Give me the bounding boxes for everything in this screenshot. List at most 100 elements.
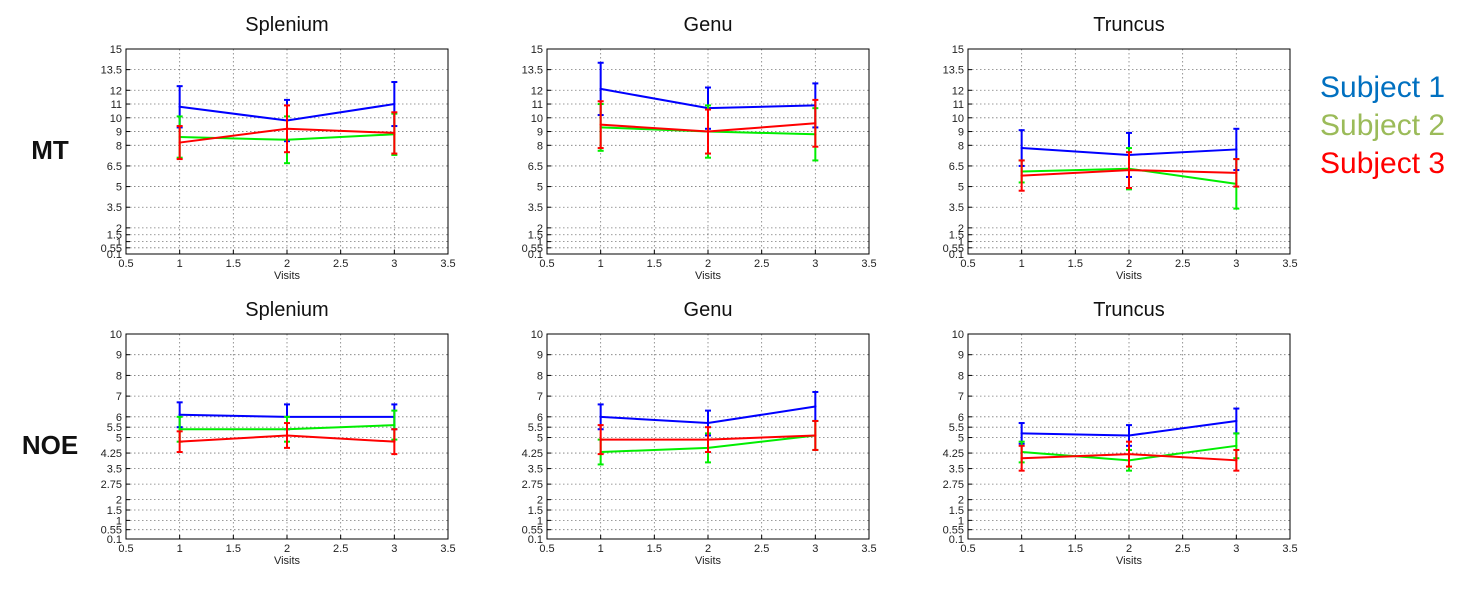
data-point xyxy=(1020,174,1023,177)
legend-subject-1: Subject 1 xyxy=(1320,71,1445,104)
y-tick-label: 9 xyxy=(537,350,543,362)
plot-frame xyxy=(546,48,870,255)
x-tick-label: 2.5 xyxy=(333,258,348,270)
data-point xyxy=(599,87,602,91)
data-point xyxy=(178,428,181,431)
x-tick-label: 2.5 xyxy=(754,258,769,270)
y-tick-label: 12 xyxy=(110,85,122,97)
x-tick-label: 3.5 xyxy=(440,258,455,270)
data-point xyxy=(1235,444,1238,448)
x-tick-label: 1 xyxy=(598,258,604,270)
plot-frame xyxy=(967,333,1291,540)
x-tick-label: 1 xyxy=(1019,258,1025,270)
y-tick-label: 10 xyxy=(952,113,964,125)
y-tick-label: 7 xyxy=(116,391,122,403)
x-tick-label: 2.5 xyxy=(333,543,348,555)
chart-title: Splenium xyxy=(245,299,328,321)
chart-3: Truncus0.10.5511.523.556.58910111213.515… xyxy=(943,14,1298,282)
plot-frame xyxy=(546,333,870,540)
data-point xyxy=(285,434,289,437)
y-tick-label: 9 xyxy=(116,350,122,362)
charts: Splenium0.10.5511.523.556.58910111213.51… xyxy=(101,14,1298,567)
data-point xyxy=(1127,168,1131,172)
data-point xyxy=(178,440,181,443)
y-tick-label: 6.5 xyxy=(949,161,964,173)
y-tick-label: 9 xyxy=(537,127,543,139)
y-tick-label: 0.1 xyxy=(528,534,543,546)
y-tick-label: 6 xyxy=(958,412,964,424)
y-tick-label: 1.5 xyxy=(107,505,122,517)
x-tick-label: 1 xyxy=(177,258,183,270)
y-tick-label: 2 xyxy=(537,495,543,507)
x-axis-label: Visits xyxy=(1116,555,1143,567)
y-tick-label: 5 xyxy=(537,182,543,194)
y-tick-label: 12 xyxy=(952,85,964,97)
y-tick-label: 1.5 xyxy=(528,230,543,242)
legend-subject-2: Subject 2 xyxy=(1320,109,1445,142)
x-axis-label: Visits xyxy=(695,555,722,567)
x-tick-label: 0.5 xyxy=(118,258,133,270)
y-tick-label: 1 xyxy=(116,515,122,527)
series-subject-3 xyxy=(1018,440,1240,472)
x-axis-label: Visits xyxy=(274,270,301,282)
y-tick-label: 13.5 xyxy=(943,65,964,77)
data-point xyxy=(393,102,396,106)
data-point xyxy=(1020,146,1023,150)
y-tick-label: 10 xyxy=(952,329,964,341)
data-point xyxy=(599,123,602,126)
data-point xyxy=(706,438,710,441)
y-tick-label: 5 xyxy=(958,182,964,194)
y-tick-label: 7 xyxy=(958,391,964,403)
y-tick-label: 6 xyxy=(537,412,543,424)
x-tick-label: 2 xyxy=(284,258,290,270)
x-tick-label: 3 xyxy=(1233,543,1239,555)
series-subject-3 xyxy=(1018,151,1240,192)
chart-6: Truncus0.10.5511.522.753.54.2555.5678910… xyxy=(943,299,1298,567)
y-tick-label: 1.5 xyxy=(949,230,964,242)
y-tick-label: 5.5 xyxy=(107,422,122,434)
y-tick-label: 1 xyxy=(537,515,543,527)
y-tick-label: 11 xyxy=(953,99,964,111)
y-tick-label: 15 xyxy=(531,44,543,56)
y-tick-label: 13.5 xyxy=(522,65,543,77)
y-tick-label: 8 xyxy=(116,140,122,152)
y-tick-label: 1.5 xyxy=(107,230,122,242)
x-tick-label: 1 xyxy=(1019,543,1025,555)
series-subject-3 xyxy=(176,104,398,161)
y-tick-label: 2 xyxy=(958,495,964,507)
y-tick-label: 2 xyxy=(958,223,964,235)
y-tick-label: 1 xyxy=(116,237,122,249)
data-point xyxy=(1235,171,1238,175)
y-tick-label: 0.55 xyxy=(522,243,543,255)
y-tick-label: 8 xyxy=(958,140,964,152)
x-tick-label: 1.5 xyxy=(647,543,662,555)
y-tick-label: 8 xyxy=(537,370,543,382)
y-tick-label: 5.5 xyxy=(528,422,543,434)
x-tick-label: 1.5 xyxy=(1068,258,1083,270)
y-tick-label: 2 xyxy=(116,495,122,507)
x-tick-label: 2.5 xyxy=(1175,258,1190,270)
y-tick-label: 4.25 xyxy=(101,448,122,460)
data-point xyxy=(1127,434,1131,437)
y-tick-label: 3.5 xyxy=(949,202,964,214)
x-tick-label: 2.5 xyxy=(1175,543,1190,555)
y-tick-label: 0.55 xyxy=(101,243,122,255)
data-point xyxy=(393,440,396,443)
series-subject-3 xyxy=(597,419,819,456)
chart-title: Truncus xyxy=(1093,14,1165,36)
y-tick-label: 3.5 xyxy=(528,464,543,476)
data-point xyxy=(1127,452,1131,456)
y-tick-label: 3.5 xyxy=(107,202,122,214)
y-tick-label: 0.1 xyxy=(528,249,543,261)
x-tick-label: 3.5 xyxy=(1282,543,1297,555)
series-subject-3 xyxy=(176,422,398,456)
row-label-mt: MT xyxy=(31,135,69,165)
data-point xyxy=(1235,419,1238,423)
data-point xyxy=(706,421,710,425)
y-tick-label: 10 xyxy=(110,113,122,125)
y-tick-label: 15 xyxy=(952,44,964,56)
y-tick-label: 0.1 xyxy=(949,249,964,261)
y-tick-label: 0.55 xyxy=(943,525,964,537)
y-tick-label: 6 xyxy=(116,412,122,424)
